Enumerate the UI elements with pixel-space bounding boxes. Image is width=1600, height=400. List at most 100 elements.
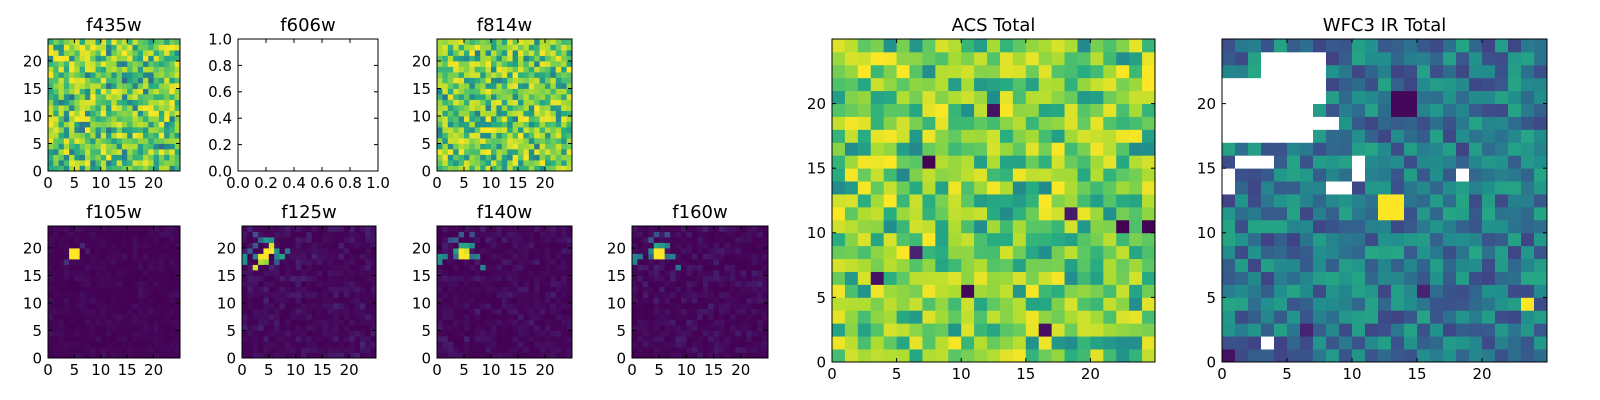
heatmap-cell [555,143,562,150]
heatmap-cell [174,39,181,45]
heatmap-cell [169,275,176,282]
heatmap-cell [1038,64,1053,79]
heatmap-cell [338,264,345,271]
heatmap-cell [896,129,910,143]
heatmap-cell [534,66,540,73]
heatmap-cell [1051,116,1065,130]
heatmap-cell [111,297,118,304]
heatmap-cell [158,314,165,320]
heatmap-cell [447,325,454,331]
heatmap-cell [100,347,107,353]
heatmap-cell [935,323,949,337]
heatmap-cell [258,270,264,276]
heatmap-cell [708,226,714,232]
heatmap-cell [1417,232,1431,247]
heatmap-cell [896,39,910,53]
heatmap-cell [1456,232,1470,247]
heatmap-cell [1103,258,1117,272]
heatmap-cell [349,253,355,260]
heatmap-cell [1274,155,1288,169]
heatmap-cell [740,242,747,249]
heatmap-cell [659,242,666,249]
heatmap-cell [258,248,264,254]
heatmap-cell [534,237,540,243]
heatmap-cell [1508,258,1522,272]
heatmap-cell [317,248,323,254]
heatmap-cell [534,270,540,276]
heatmap-cell [53,292,59,298]
heatmap-cell [480,127,486,133]
heatmap-cell [311,226,318,232]
heatmap-cell [566,39,573,45]
heatmap-cell [106,319,112,326]
heatmap-cell [523,39,530,45]
heatmap-cell [469,55,476,62]
heatmap-cell [501,132,508,139]
heatmap-cell [143,105,149,111]
heatmap-cell [555,39,562,45]
heatmap-cell [1025,206,1040,221]
heatmap-cell [566,154,573,161]
heatmap-cell [1378,349,1392,363]
x-tick-label: 15 [508,361,527,379]
heatmap-cell [338,341,345,348]
heatmap-cell [719,286,725,293]
heatmap-cell [719,325,725,331]
heatmap-cell [453,44,459,51]
heatmap-cell [1417,271,1431,285]
heatmap-cell [290,286,296,293]
heatmap-cell [922,232,936,247]
heatmap-cell [137,44,144,51]
heatmap-cell [686,297,693,304]
heatmap-cell [132,72,139,78]
heatmap-cell [349,237,355,243]
heatmap-cell [143,286,149,293]
heatmap-cell [1313,245,1327,260]
heatmap-cell [751,237,758,243]
heatmap-cell [453,77,459,84]
heatmap-cell [1430,323,1444,337]
heatmap-cell [474,66,481,73]
heatmap-cell [252,297,259,304]
axes-frame [436,225,573,359]
heatmap-cell [106,160,112,166]
heatmap-cell [1326,271,1340,285]
heatmap-cell [1521,168,1535,182]
heatmap-cell [648,308,655,315]
heatmap-cell [545,270,551,276]
heatmap-cell [284,347,291,353]
heatmap-cell [306,226,313,232]
heatmap-cell [116,303,123,309]
heatmap-cell [53,347,59,353]
y-tick-label: 20 [23,239,42,257]
heatmap-cell [84,352,91,359]
heatmap-cell [659,237,666,243]
heatmap-cell [1077,129,1091,143]
heatmap-cell [566,44,573,51]
heatmap-cell [153,44,160,51]
heatmap-cell [501,248,508,254]
heatmap-cell [84,237,91,243]
heatmap-cell [327,308,334,315]
heatmap-cell [762,242,769,249]
heatmap-cell [512,237,519,243]
heatmap-cell [1456,155,1470,169]
heatmap-cell [464,94,470,100]
heatmap-cell [447,110,454,117]
heatmap-cell [453,165,459,172]
heatmap-cell [53,83,59,89]
heatmap-cell [100,94,107,100]
heatmap-cell [909,284,923,298]
heatmap-cell [365,325,372,331]
heatmap-cell [453,270,459,276]
heatmap-cell [1378,181,1392,195]
heatmap-cell [523,325,530,331]
heatmap-cell [523,248,530,254]
heatmap-cell [53,319,59,326]
heatmap-cell [485,165,492,172]
heatmap-cell [491,248,497,254]
heatmap-cell [474,88,481,95]
heatmap-cell [121,248,128,254]
heatmap-cell [507,237,513,243]
